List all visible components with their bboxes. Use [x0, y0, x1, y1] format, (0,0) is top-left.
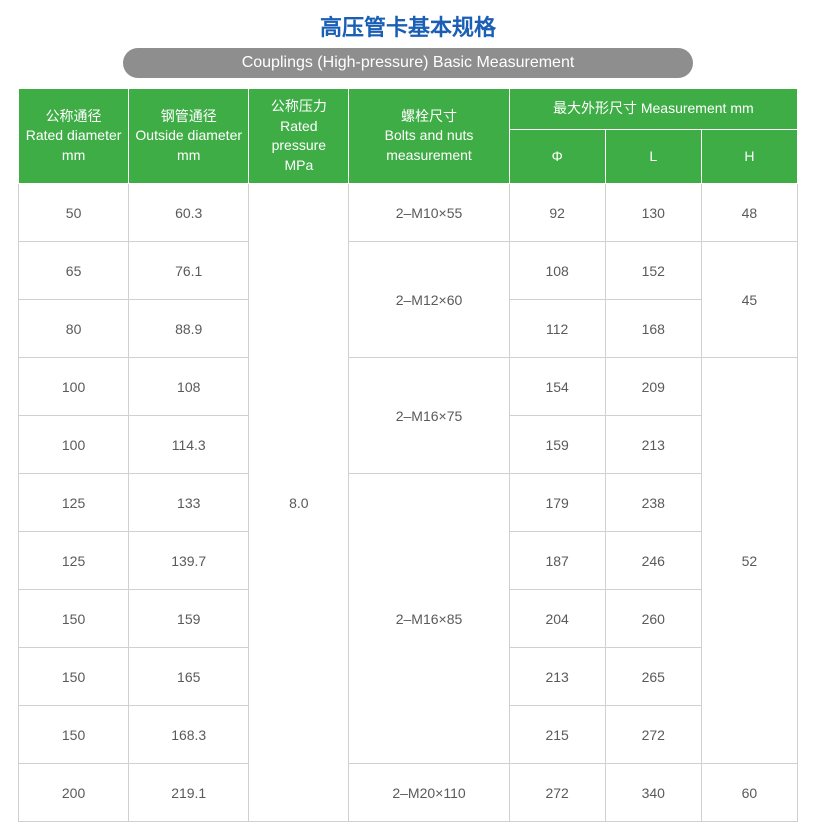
cell-rd: 65	[19, 242, 129, 300]
cell-bolts: 2–M10×55	[349, 184, 509, 242]
table-row: 200 219.1 2–M20×110 272 340 60	[19, 764, 798, 822]
cell-rd: 125	[19, 532, 129, 590]
header-rated-diameter: 公称通径 Rated diameter mm	[19, 89, 129, 184]
spec-table: 公称通径 Rated diameter mm 钢管通径 Outside diam…	[18, 88, 798, 822]
table-header: 公称通径 Rated diameter mm 钢管通径 Outside diam…	[19, 89, 798, 184]
cell-od: 168.3	[129, 706, 249, 764]
cell-l: 260	[605, 590, 701, 648]
table-row: 50 60.3 8.0 2–M10×55 92 130 48	[19, 184, 798, 242]
cell-od: 88.9	[129, 300, 249, 358]
cell-od: 114.3	[129, 416, 249, 474]
cell-phi: 215	[509, 706, 605, 764]
header-outside-diameter: 钢管通径 Outside diameter mm	[129, 89, 249, 184]
cell-rd: 80	[19, 300, 129, 358]
cell-l: 209	[605, 358, 701, 416]
cell-h: 52	[701, 358, 797, 764]
cell-h: 45	[701, 242, 797, 358]
cell-od: 139.7	[129, 532, 249, 590]
cell-od: 159	[129, 590, 249, 648]
cell-h: 48	[701, 184, 797, 242]
cell-l: 168	[605, 300, 701, 358]
cell-phi: 272	[509, 764, 605, 822]
cell-rd: 150	[19, 706, 129, 764]
cell-rd: 200	[19, 764, 129, 822]
cell-h: 60	[701, 764, 797, 822]
cell-l: 265	[605, 648, 701, 706]
cell-bolts: 2–M20×110	[349, 764, 509, 822]
cell-phi: 213	[509, 648, 605, 706]
cell-od: 219.1	[129, 764, 249, 822]
cell-bolts: 2–M16×75	[349, 358, 509, 474]
title-chinese: 高压管卡基本规格	[18, 10, 798, 42]
cell-od: 108	[129, 358, 249, 416]
header-l: L	[605, 130, 701, 184]
cell-od: 76.1	[129, 242, 249, 300]
cell-phi: 159	[509, 416, 605, 474]
cell-l: 238	[605, 474, 701, 532]
header-bolts: 螺栓尺寸 Bolts and nuts measurement	[349, 89, 509, 184]
cell-rd: 150	[19, 590, 129, 648]
cell-pressure: 8.0	[249, 184, 349, 822]
cell-phi: 204	[509, 590, 605, 648]
cell-phi: 187	[509, 532, 605, 590]
cell-phi: 92	[509, 184, 605, 242]
header-h: H	[701, 130, 797, 184]
cell-od: 60.3	[129, 184, 249, 242]
cell-rd: 150	[19, 648, 129, 706]
cell-od: 133	[129, 474, 249, 532]
table-row: 100 108 2–M16×75 154 209 52	[19, 358, 798, 416]
header-phi: Φ	[509, 130, 605, 184]
table-row: 65 76.1 2–M12×60 108 152 45	[19, 242, 798, 300]
table-body: 50 60.3 8.0 2–M10×55 92 130 48 65 76.1 2…	[19, 184, 798, 822]
cell-l: 130	[605, 184, 701, 242]
cell-rd: 100	[19, 416, 129, 474]
cell-od: 165	[129, 648, 249, 706]
cell-phi: 154	[509, 358, 605, 416]
header-rated-pressure: 公称压力 Rated pressure MPa	[249, 89, 349, 184]
cell-l: 246	[605, 532, 701, 590]
header-measurement-group: 最大外形尺寸 Measurement mm	[509, 89, 797, 130]
cell-rd: 125	[19, 474, 129, 532]
table-row: 125 133 2–M16×85 179 238	[19, 474, 798, 532]
cell-phi: 179	[509, 474, 605, 532]
cell-l: 272	[605, 706, 701, 764]
cell-rd: 50	[19, 184, 129, 242]
cell-rd: 100	[19, 358, 129, 416]
cell-bolts: 2–M16×85	[349, 474, 509, 764]
cell-phi: 108	[509, 242, 605, 300]
cell-l: 340	[605, 764, 701, 822]
cell-phi: 112	[509, 300, 605, 358]
cell-l: 152	[605, 242, 701, 300]
cell-l: 213	[605, 416, 701, 474]
subtitle-bar: Couplings (High-pressure) Basic Measurem…	[123, 48, 693, 78]
cell-bolts: 2–M12×60	[349, 242, 509, 358]
